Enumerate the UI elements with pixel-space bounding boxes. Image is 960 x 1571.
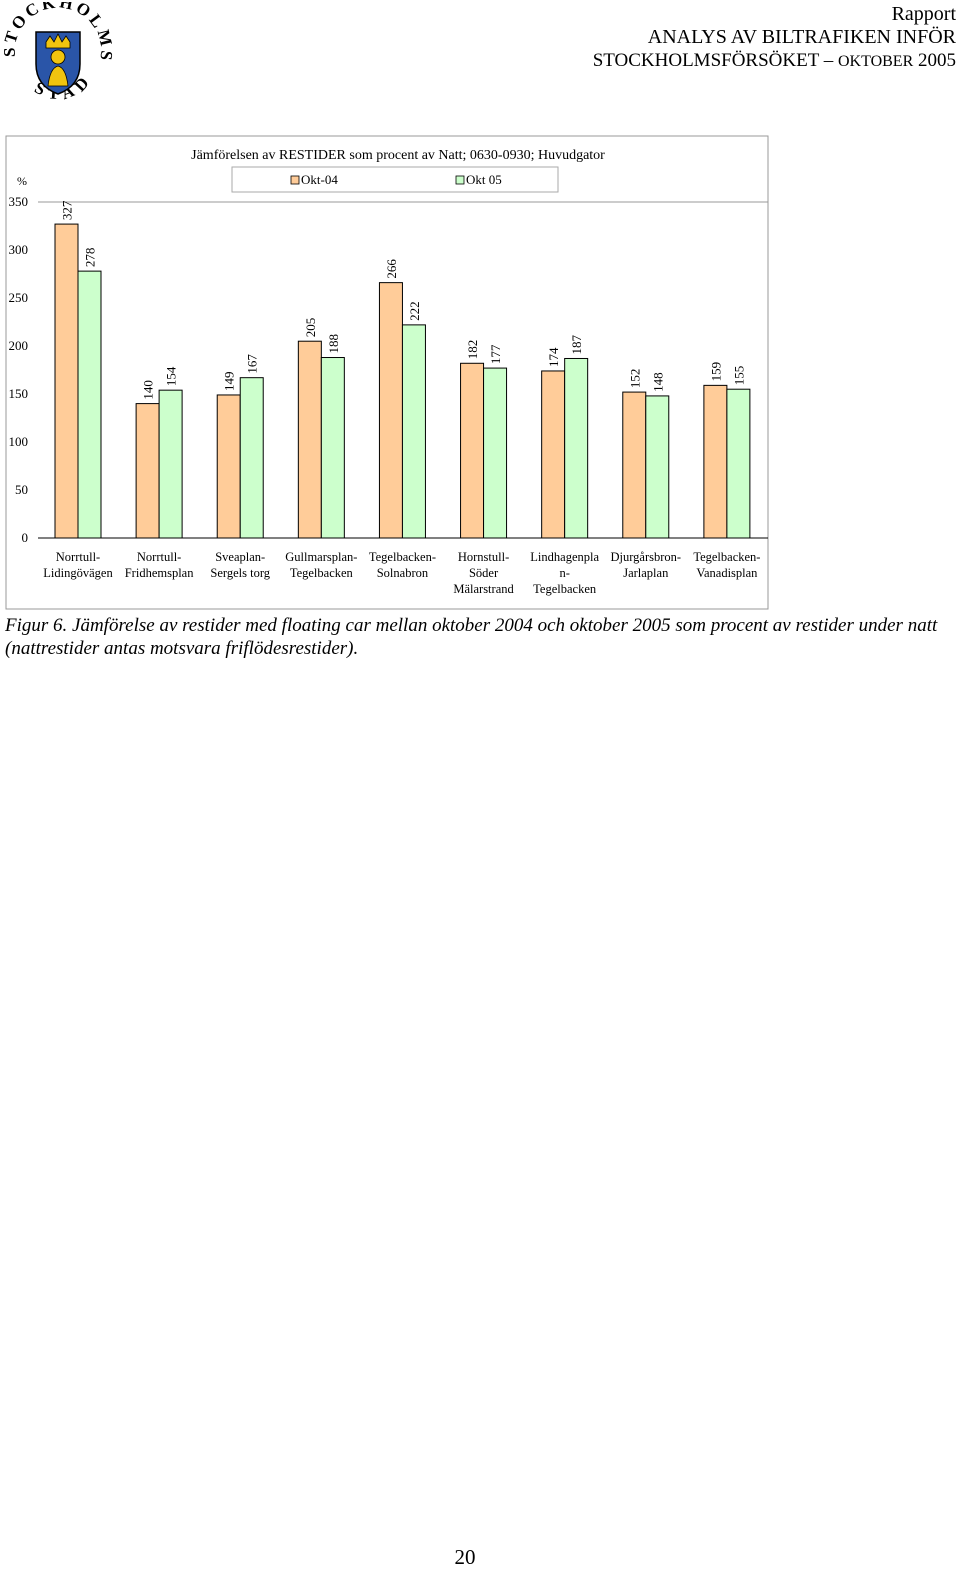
- report-title-line1: ANALYS AV BILTRAFIKEN INFÖR: [647, 26, 956, 48]
- bar-value-label: 140: [141, 380, 156, 400]
- bar-okt-04: [460, 362, 485, 539]
- bar-value-label: 149: [222, 371, 237, 391]
- x-tick-label: Tegelbacken-: [369, 550, 436, 564]
- legend-label-okt-04: Okt-04: [301, 172, 338, 187]
- bar-okt-05: [726, 388, 751, 539]
- x-tick-label: Lidingövägen: [43, 566, 113, 580]
- x-tick-label: Gullmarsplan-: [285, 550, 357, 564]
- bar-okt-04: [541, 370, 566, 539]
- y-tick-label: 0: [22, 530, 29, 545]
- bar-value-label: 266: [384, 259, 399, 279]
- bar-okt-05: [320, 357, 345, 539]
- bar-okt-04: [622, 391, 647, 539]
- x-tick-label: Hornstull-: [458, 550, 509, 564]
- bar-value-label: 205: [303, 318, 318, 338]
- travel-time-comparison-chart: Jämförelsen av RESTIDER som procent av N…: [5, 135, 769, 610]
- legend-swatch-okt-04: [290, 175, 300, 185]
- bar-okt-04: [54, 223, 79, 539]
- report-title-year: 2005: [913, 50, 956, 71]
- bar-value-label: 187: [569, 334, 584, 354]
- bar-okt-04: [216, 394, 241, 539]
- bar-okt-05: [483, 367, 508, 539]
- x-tick-label: Mälarstrand: [453, 582, 514, 596]
- bar-value-label: 278: [83, 248, 98, 268]
- y-tick-label: 350: [9, 194, 29, 209]
- y-tick-label: 250: [9, 290, 29, 305]
- y-tick-label: 100: [9, 434, 29, 449]
- bar-value-label: 154: [164, 366, 179, 386]
- bar-okt-05: [158, 389, 183, 539]
- x-tick-label: Djurgårsbron-: [610, 550, 681, 564]
- x-tick-label: n-: [559, 566, 569, 580]
- report-title-dash: –: [818, 50, 838, 71]
- figure-caption: Figur 6. Jämförelse av restider med floa…: [5, 615, 938, 659]
- legend-box: [231, 166, 559, 193]
- x-tick-label: Tegelbacken: [290, 566, 354, 580]
- bar-okt-05: [401, 324, 426, 539]
- y-tick-label: 50: [15, 482, 28, 497]
- x-tick-label: Sergels torg: [210, 566, 270, 580]
- bar-okt-04: [703, 384, 728, 539]
- y-tick-label: 150: [9, 386, 29, 401]
- report-title-line2: STOCKHOLMSFÖRSÖKET – OKTOBER 2005: [593, 49, 956, 73]
- legend: Okt-04 Okt 05: [231, 166, 559, 193]
- bar-okt-05: [564, 357, 589, 539]
- bar-okt-04: [378, 282, 403, 539]
- bar-value-label: 159: [708, 362, 723, 382]
- y-axis-ticks: 0 50 100 150 200 250 300 350: [9, 194, 29, 545]
- bar-value-label: 222: [407, 301, 422, 321]
- x-tick-label: Söder: [469, 566, 499, 580]
- y-tick-label: 200: [9, 338, 29, 353]
- bar-okt-05: [645, 395, 670, 539]
- bar-value-label: 327: [60, 200, 75, 220]
- bar-okt-05: [77, 270, 102, 539]
- x-tick-label: Fridhemsplan: [125, 566, 194, 580]
- y-axis-unit: %: [17, 174, 27, 188]
- bar-value-label: 182: [465, 340, 480, 360]
- bar-value-label: 152: [627, 369, 642, 389]
- legend-swatch-okt-05: [455, 175, 465, 185]
- report-header: Rapport ANALYS AV BILTRAFIKEN INFÖR STOC…: [593, 3, 956, 73]
- legend-label-okt-05: Okt 05: [466, 172, 502, 187]
- bar-value-label: 155: [731, 366, 746, 386]
- bars: [54, 223, 751, 539]
- chart-title: Jämförelsen av RESTIDER som procent av N…: [191, 148, 605, 163]
- bar-okt-05: [239, 377, 264, 539]
- bar-value-label: 177: [488, 344, 503, 364]
- page-number: 20: [454, 1545, 476, 1569]
- bar-value-label: 188: [326, 334, 341, 354]
- x-tick-label: Sveaplan-: [215, 550, 265, 564]
- bar-value-label: 148: [650, 372, 665, 392]
- x-tick-label: Tegelbacken-: [693, 550, 760, 564]
- value-labels: 327 278 140 154 149 167 205 188 266 222 182 177 174 1…: [60, 200, 747, 400]
- x-tick-label: Tegelbacken: [533, 582, 597, 596]
- report-label: Rapport: [891, 3, 956, 25]
- bar-value-label: 167: [245, 354, 260, 374]
- stockholms-stad-logo: STOCKHOLMS STAD: [2, 2, 114, 103]
- x-tick-label: Vanadisplan: [696, 566, 758, 580]
- bar-value-label: 174: [546, 347, 561, 367]
- x-tick-label: Jarlaplan: [623, 566, 669, 580]
- x-tick-label: Solnabron: [377, 566, 429, 580]
- x-axis-labels: Norrtull- Lidingövägen Norrtull- Fridhemspl…: [43, 550, 760, 596]
- x-tick-label: Norrtull-: [137, 550, 181, 564]
- bar-okt-04: [297, 340, 322, 539]
- x-tick-label: Norrtull-: [56, 550, 100, 564]
- report-title-month: OKTOBER: [837, 53, 914, 70]
- x-tick-label: Lindhagenpla: [530, 550, 599, 564]
- y-tick-label: 300: [9, 242, 29, 257]
- bar-okt-04: [135, 403, 160, 539]
- report-title-main: STOCKHOLMSFÖRSÖKET: [592, 50, 819, 71]
